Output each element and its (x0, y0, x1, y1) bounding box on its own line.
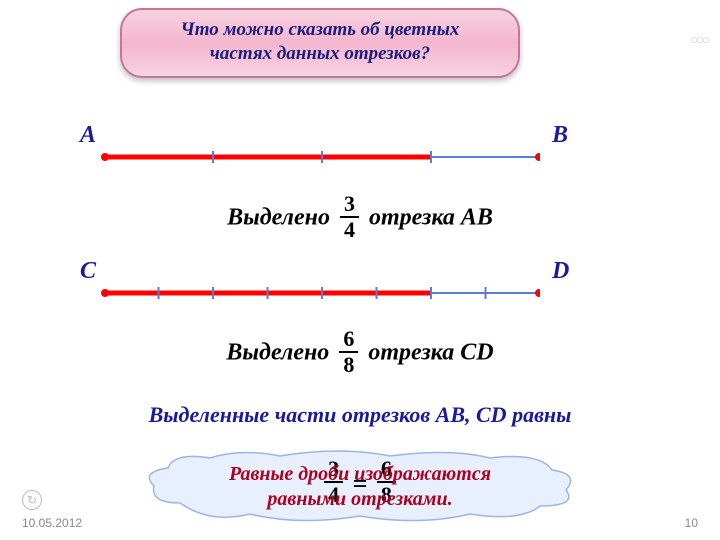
caption-ab: Выделено 3 4 отрезка AB (0, 195, 720, 243)
question-line1: Что можно сказать об цветных (181, 19, 460, 40)
cloud-line1: Равные дроби изображаются (229, 463, 491, 485)
fraction-ab-num: 3 (340, 193, 359, 218)
corner-decor-icon: ○○○ (690, 32, 708, 48)
footer-date: 10.05.2012 (22, 516, 82, 530)
point-label-a: A (80, 122, 96, 149)
point-label-c: C (80, 258, 96, 285)
fraction-ab-den: 4 (340, 218, 359, 241)
fraction-cd-den: 8 (339, 353, 358, 376)
segment-ab (100, 145, 540, 169)
footer-page: 10 (685, 516, 698, 530)
fraction-cd: 6 8 (339, 328, 358, 376)
question-line2: частях данных отрезков? (210, 43, 430, 64)
caption-ab-suffix: отрезка AB (369, 205, 493, 231)
cloud-line2: равными отрезками. (267, 488, 452, 510)
fraction-cd-num: 6 (339, 328, 358, 353)
caption-cd-suffix: отрезка CD (368, 340, 493, 366)
caption-cd: Выделено 6 8 отрезка CD (0, 330, 720, 378)
equal-statement: Выделенные части отрезков AB, CD равны (0, 402, 720, 428)
caption-ab-prefix: Выделено (227, 205, 330, 231)
conclusion-cloud: Равные дроби изображаются равными отрезк… (140, 448, 580, 526)
caption-cd-prefix: Выделено (226, 340, 329, 366)
question-bubble: Что можно сказать об цветных частях данн… (120, 8, 520, 78)
fraction-ab: 3 4 (340, 193, 359, 241)
point-label-b: B (552, 122, 568, 149)
segment-cd (100, 281, 540, 305)
presenter-icon: ↻ (22, 490, 42, 510)
point-label-d: D (552, 258, 569, 285)
